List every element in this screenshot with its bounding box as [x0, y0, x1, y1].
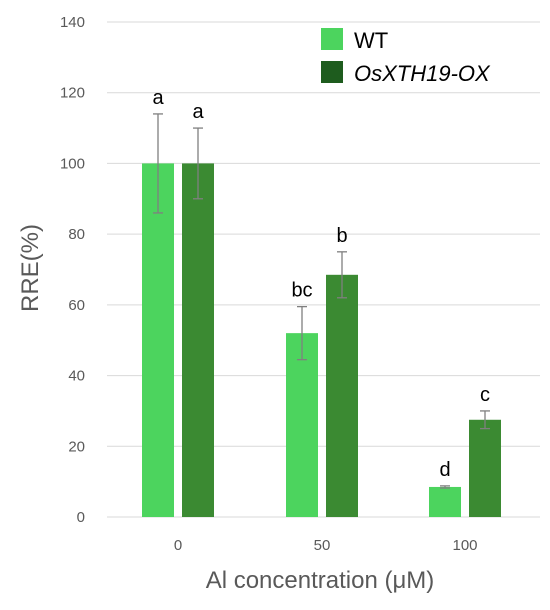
- x-axis-ticks: 0 50 100: [174, 537, 478, 554]
- bar-wt-100: [429, 486, 461, 517]
- y-axis-label: RRE(%): [17, 224, 44, 312]
- bar-wt-50: [286, 333, 318, 517]
- error-bar-wt-0: [153, 113, 163, 214]
- x-tick-label-100: 100: [452, 537, 477, 554]
- error-bar-wt-100: [440, 485, 450, 489]
- bars: [142, 163, 501, 517]
- significance-label-wt-100: d: [439, 459, 450, 481]
- y-axis-ticks: 0 20 40 60 80 100 120 140: [60, 14, 85, 526]
- legend-swatch-osxth19-ox: [321, 61, 343, 83]
- bar-osxth19-ox-0: [182, 163, 214, 517]
- significance-label-osxth19-ox-0: a: [192, 101, 204, 123]
- significance-label-osxth19-ox-50: b: [336, 225, 347, 247]
- error-bar-osxth19-ox-50: [337, 251, 347, 299]
- significance-label-wt-50: bc: [291, 280, 312, 302]
- bar-osxth19-ox-50: [326, 274, 358, 517]
- significance-label-osxth19-ox-100: c: [480, 384, 490, 406]
- y-tick-label-0: 0: [77, 509, 85, 526]
- significance-label-wt-0: a: [152, 87, 164, 109]
- legend-label-wt: WT: [354, 28, 388, 53]
- error-bars: [153, 113, 490, 489]
- error-bar-wt-50: [297, 305, 307, 361]
- error-bar-osxth19-ox-100: [480, 410, 490, 430]
- y-tick-label-80: 80: [68, 226, 85, 243]
- legend-label-osxth19-ox: OsXTH19-OX: [354, 61, 491, 86]
- bar-wt-0: [142, 163, 174, 517]
- bar-osxth19-ox-100: [469, 419, 501, 517]
- legend-swatch-wt: [321, 28, 343, 50]
- y-tick-label-60: 60: [68, 297, 85, 314]
- x-axis-label: Al concentration (μM): [206, 567, 435, 594]
- y-tick-label-100: 100: [60, 155, 85, 172]
- y-tick-label-140: 140: [60, 14, 85, 31]
- x-tick-label-50: 50: [314, 537, 331, 554]
- y-tick-label-20: 20: [68, 438, 85, 455]
- y-tick-label-120: 120: [60, 85, 85, 102]
- error-bar-osxth19-ox-0: [193, 127, 203, 200]
- gridlines: [107, 21, 540, 518]
- y-tick-label-40: 40: [68, 368, 85, 385]
- legend: WT OsXTH19-OX: [321, 28, 491, 86]
- x-tick-label-0: 0: [174, 537, 182, 554]
